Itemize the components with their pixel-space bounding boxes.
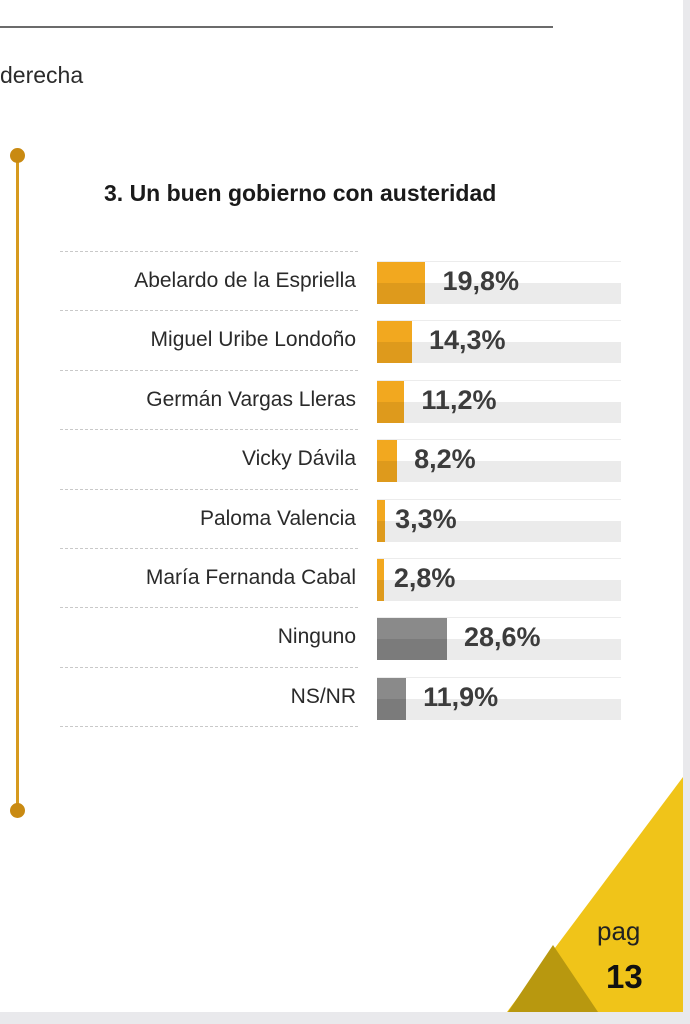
category-label: Miguel Uribe Londoño: [150, 328, 356, 352]
bar-track: 11,2%: [377, 379, 621, 423]
page-label: pag: [597, 916, 641, 946]
category-label: Ninguno: [277, 625, 356, 649]
category-label: Vicky Dávila: [242, 447, 356, 471]
bar: [377, 559, 384, 601]
bar-track: 28,6%: [377, 617, 621, 661]
bar-track: 3,3%: [377, 498, 621, 542]
row-divider: [60, 251, 358, 252]
bar: [377, 321, 412, 364]
data-label: 3,3%: [395, 503, 457, 534]
category-label: Abelardo de la Espriella: [134, 269, 356, 292]
bar: [377, 618, 447, 661]
bar-track: 11,9%: [377, 676, 621, 720]
bar: [377, 499, 386, 542]
row-divider: [60, 607, 358, 609]
data-label: 2,8%: [393, 563, 456, 593]
category-label: Paloma Valencia: [199, 506, 356, 530]
bar: [377, 440, 398, 483]
category-label: NS/NR: [290, 684, 356, 708]
data-label: 19,8%: [442, 266, 520, 296]
bar-band: [377, 520, 621, 542]
bar-chart: Abelardo de la Espriella 19,8% Miguel Urib…: [60, 251, 621, 728]
data-label: 11,9%: [423, 681, 499, 712]
category-label: Germán Vargas Lleras: [146, 387, 356, 411]
bar: [377, 380, 405, 423]
bar-band: [377, 283, 621, 304]
timeline-line: [16, 155, 19, 811]
header-divider: [0, 26, 553, 28]
bar-band: [377, 461, 621, 483]
bar: [377, 677, 407, 720]
bar-track: 2,8%: [377, 558, 621, 601]
row-divider: [60, 429, 358, 431]
bar-track: 8,2%: [377, 439, 621, 483]
data-label: 14,3%: [429, 325, 506, 356]
corner-decoration-dark: [508, 945, 598, 1012]
chart-title: 3. Un buen gobierno con austeridad: [104, 180, 497, 206]
bar-band: [377, 401, 621, 423]
bar-track: 14,3%: [377, 320, 621, 364]
row-divider: [60, 726, 358, 728]
page-number: 13: [606, 958, 643, 995]
row-divider: [60, 548, 358, 549]
bar-band: [377, 698, 621, 720]
data-label: 8,2%: [414, 444, 476, 475]
row-divider: [60, 666, 358, 668]
bar-band: [377, 342, 621, 364]
bar-band: [377, 580, 621, 601]
row-divider: [60, 310, 358, 312]
data-label: 28,6%: [464, 622, 541, 653]
report-page: derecha 3. Un buen gobierno con austerid…: [0, 0, 683, 1012]
previous-section-text: derecha: [0, 62, 84, 88]
bar-track: 19,8%: [377, 261, 621, 304]
row-divider: [60, 369, 358, 371]
category-label: María Fernanda Cabal: [145, 566, 356, 589]
data-label: 11,2%: [421, 384, 497, 415]
timeline-dot-bottom: [10, 803, 25, 818]
bar: [377, 262, 426, 304]
timeline-dot-top: [10, 148, 25, 163]
row-divider: [60, 488, 358, 490]
